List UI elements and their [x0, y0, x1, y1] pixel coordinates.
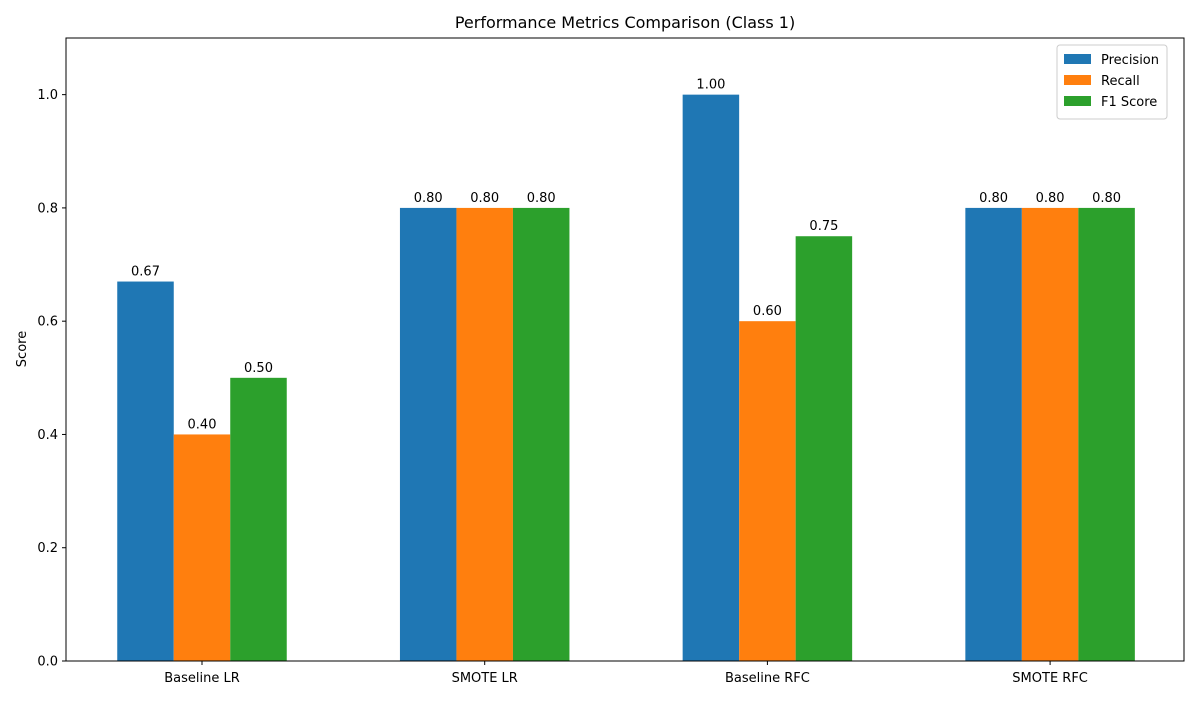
- data-label: 0.60: [753, 304, 782, 319]
- data-label: 0.67: [131, 265, 160, 280]
- data-label: 0.75: [809, 219, 838, 234]
- chart-title: Performance Metrics Comparison (Class 1): [455, 13, 795, 32]
- data-label: 0.80: [527, 191, 556, 206]
- legend-swatch: [1064, 75, 1091, 85]
- bar-recall-4: [1021, 207, 1079, 661]
- plot-frame: [65, 37, 1185, 662]
- bar-recall-1: [173, 434, 231, 661]
- legend-label: Recall: [1101, 74, 1140, 89]
- y-tick-label: 0.8: [37, 201, 58, 216]
- bar-precision-4: [965, 207, 1022, 661]
- bar-precision-2: [399, 207, 457, 661]
- bar-f1-score-2: [512, 207, 570, 661]
- data-label: 0.40: [188, 417, 217, 432]
- data-label: 1.00: [696, 78, 725, 93]
- x-tick-label: Baseline RFC: [725, 671, 810, 686]
- data-label: 0.80: [414, 191, 443, 206]
- bars-layer: [117, 94, 1135, 662]
- x-tick-label: SMOTE LR: [452, 671, 518, 686]
- bar-f1-score-1: [230, 377, 287, 661]
- axes-layer: 0.0 0.2 0.4 0.6 0.8 1.0 Baseline LR SMOTE LR Bas…: [37, 37, 1185, 686]
- bar-f1-score-3: [795, 236, 853, 662]
- bar-precision-1: [117, 281, 174, 661]
- bar-f1-score-4: [1078, 207, 1135, 661]
- data-labels-layer: 0.67 0.80 1.00 0.80 0.40 0.80 0.60 0.80 0.50 0.80…: [131, 78, 1121, 433]
- legend-label: Precision: [1101, 53, 1159, 68]
- data-label: 0.80: [979, 191, 1008, 206]
- y-tick-label: 1.0: [37, 88, 58, 103]
- y-tick-label: 0.2: [37, 541, 58, 556]
- bar-recall-3: [739, 321, 796, 661]
- data-label: 0.80: [1092, 191, 1121, 206]
- y-tick-label: 0.6: [37, 315, 58, 330]
- legend: Precision Recall F1 Score: [1056, 44, 1168, 120]
- data-label: 0.50: [244, 361, 273, 376]
- bar-precision-3: [682, 94, 740, 661]
- legend-label: F1 Score: [1101, 95, 1157, 110]
- bar-recall-2: [456, 207, 513, 661]
- legend-swatch: [1064, 96, 1091, 106]
- legend-swatch: [1064, 54, 1091, 64]
- y-tick-label: 0.4: [37, 428, 58, 443]
- data-label: 0.80: [470, 191, 499, 206]
- data-label: 0.80: [1036, 191, 1065, 206]
- x-tick-label: SMOTE RFC: [1012, 671, 1088, 686]
- y-axis-label: Score: [15, 331, 30, 367]
- x-tick-label: Baseline LR: [164, 671, 240, 686]
- y-tick-label: 0.0: [37, 655, 58, 670]
